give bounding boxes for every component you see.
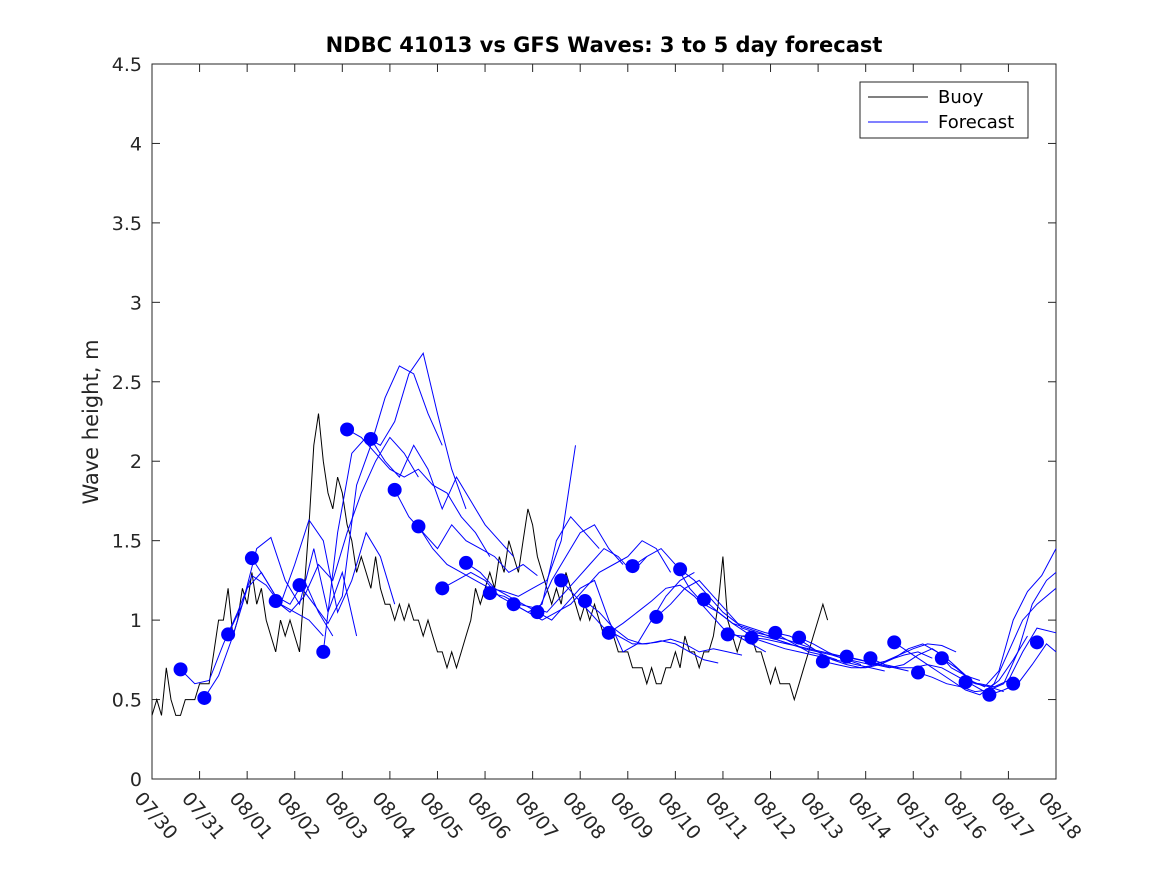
forecast-point xyxy=(363,431,378,446)
legend-box xyxy=(859,81,1029,139)
forecast-series-line xyxy=(798,637,957,666)
forecast-series-line xyxy=(632,547,790,645)
forecast-point xyxy=(530,605,545,620)
forecast-series-line xyxy=(941,548,1057,688)
forecast-point xyxy=(839,649,854,664)
forecast-point xyxy=(673,562,688,577)
forecast-point xyxy=(244,551,259,566)
forecast-series-line xyxy=(346,428,491,557)
forecast-point xyxy=(720,627,735,642)
forecast-point xyxy=(649,609,664,624)
forecast-series-line xyxy=(608,584,767,653)
forecast-series-line xyxy=(560,580,719,664)
y-tick-label: 3 xyxy=(130,292,142,314)
forecast-point xyxy=(506,597,521,612)
forecast-series-line xyxy=(989,643,1057,696)
forecast-series-line xyxy=(584,600,743,656)
forecast-point xyxy=(435,581,450,596)
forecast-point xyxy=(387,482,402,497)
forecast-point xyxy=(744,630,759,645)
forecast-point xyxy=(577,594,592,609)
forecast-point xyxy=(696,592,711,607)
buoy-series-line xyxy=(151,413,829,716)
forecast-point xyxy=(887,635,902,650)
forecast-point xyxy=(459,555,474,570)
forecast-point xyxy=(1006,676,1021,691)
y-axis-label: Wave height, m xyxy=(79,339,103,504)
forecast-point xyxy=(221,627,236,642)
forecast-series-line xyxy=(322,351,467,652)
forecast-point xyxy=(482,586,497,601)
forecast-point xyxy=(411,519,426,534)
y-tick-label: 2 xyxy=(130,451,142,473)
forecast-series-line xyxy=(537,571,695,653)
legend: Buoy Forecast xyxy=(859,81,1029,139)
y-tick-label: 4 xyxy=(130,133,142,155)
forecast-series-line xyxy=(180,574,324,685)
forecast-point xyxy=(292,578,307,593)
forecast-point xyxy=(268,594,283,609)
forecast-point xyxy=(340,422,355,437)
forecast-series-line xyxy=(465,524,624,613)
forecast-point xyxy=(173,662,188,677)
forecast-series-line xyxy=(822,643,981,681)
forecast-series-line xyxy=(870,635,1028,693)
forecast-point xyxy=(197,690,212,705)
forecast-point xyxy=(625,559,640,574)
forecast-series-line xyxy=(703,599,862,666)
forecast-point xyxy=(554,573,569,588)
y-tick-label: 0 xyxy=(130,769,142,791)
y-tick-label: 3.5 xyxy=(112,213,142,235)
forecast-point xyxy=(911,665,926,680)
y-tick-label: 1 xyxy=(130,610,142,632)
chart-title: NDBC 41013 vs GFS Waves: 3 to 5 day fore… xyxy=(326,33,883,57)
forecast-point xyxy=(768,625,783,640)
forecast-point xyxy=(601,625,616,640)
forecast-series-line xyxy=(227,536,358,637)
forecast-point xyxy=(1029,635,1044,650)
plot-frame xyxy=(151,63,1057,780)
forecast-series-line xyxy=(275,436,419,613)
forecast-point xyxy=(815,654,830,669)
forecast-point xyxy=(958,675,973,690)
forecast-point xyxy=(982,687,997,702)
forecast-series-line xyxy=(893,587,1057,696)
forecast-point xyxy=(316,644,331,659)
legend-forecast-label: Forecast xyxy=(938,112,1014,133)
plot-area: 00.511.522.533.544.507/3007/3108/0108/02… xyxy=(112,54,1086,844)
y-tick-label: 2.5 xyxy=(112,372,142,394)
forecast-series-line xyxy=(513,540,672,621)
forecast-point xyxy=(792,630,807,645)
forecast-point xyxy=(934,651,949,666)
y-tick-label: 1.5 xyxy=(112,531,142,553)
forecast-point xyxy=(863,651,878,666)
y-tick-label: 0.5 xyxy=(112,690,142,712)
forecast-series-line xyxy=(370,438,514,557)
y-tick-label: 4.5 xyxy=(112,54,142,76)
legend-buoy-label: Buoy xyxy=(938,87,984,108)
